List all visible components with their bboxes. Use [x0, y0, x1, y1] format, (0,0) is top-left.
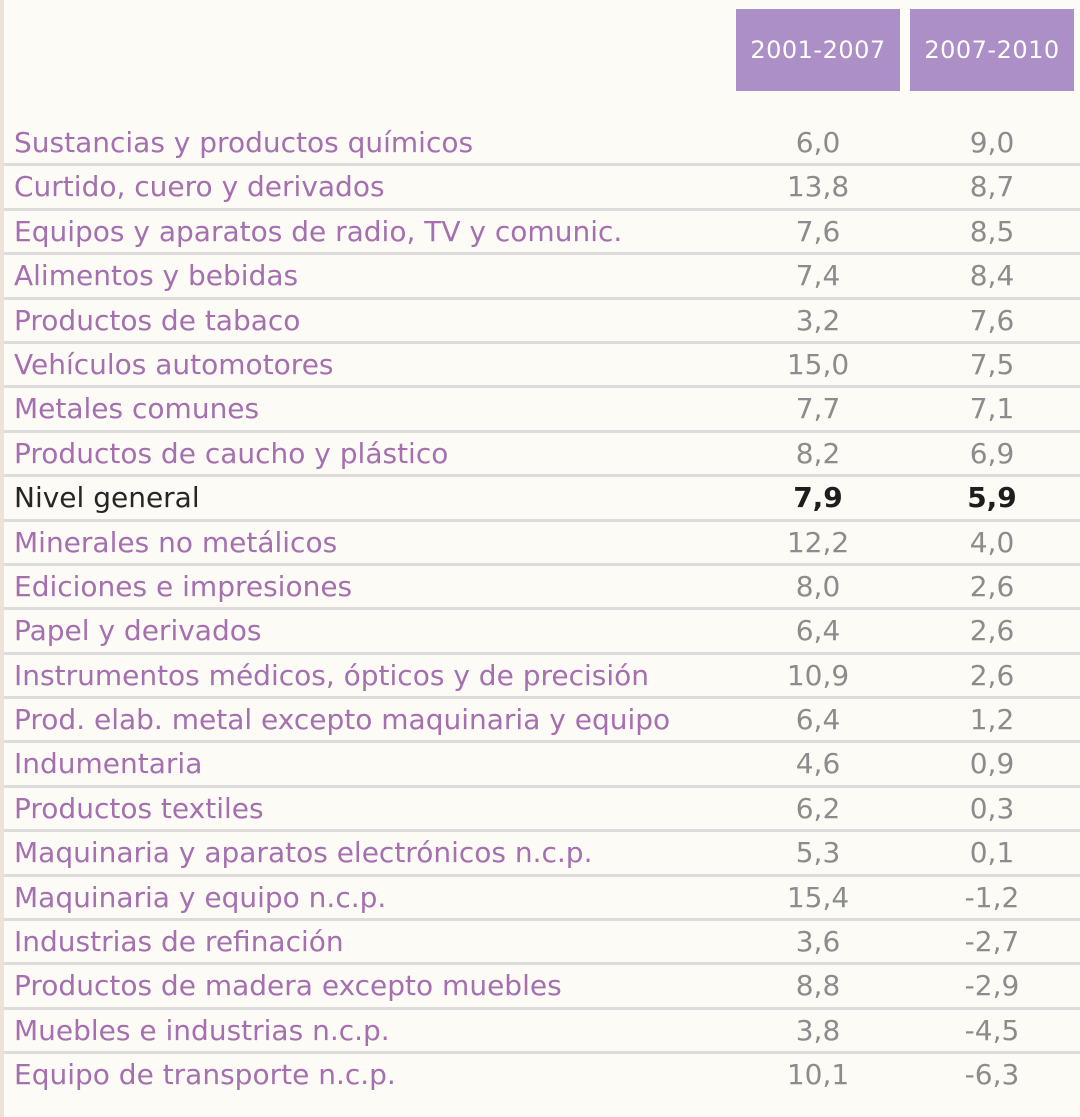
- value-2001-2007: 10,1: [786, 1058, 850, 1092]
- table-row-highlight: Nivel general 7,9 5,9: [4, 477, 1080, 522]
- row-label: Instrumentos médicos, ópticos y de preci…: [14, 658, 650, 692]
- table-row: Ediciones e impresiones 8,0 2,6: [4, 566, 1080, 611]
- table-row: Sustancias y productos químicos 6,0 9,0: [4, 122, 1080, 167]
- row-label: Curtido, cuero y derivados: [14, 170, 385, 204]
- row-label: Papel y derivados: [14, 614, 262, 648]
- value-2007-2010: -6,3: [964, 1058, 1020, 1092]
- value-2007-2010: 7,6: [969, 303, 1015, 337]
- column-header-2007-2010: 2007-2010: [910, 9, 1074, 91]
- value-2007-2010: 6,9: [969, 436, 1015, 470]
- value-2001-2007: 7,9: [793, 481, 843, 515]
- value-2007-2010: 0,3: [969, 791, 1015, 825]
- value-2007-2010: -1,2: [964, 880, 1020, 914]
- table-row: Vehículos automotores 15,0 7,5: [4, 344, 1080, 389]
- value-2001-2007: 10,9: [786, 658, 850, 692]
- row-label: Maquinaria y equipo n.c.p.: [14, 880, 387, 914]
- row-label: Nivel general: [14, 481, 200, 515]
- value-2001-2007: 4,6: [795, 747, 841, 781]
- value-2001-2007: 3,2: [795, 303, 841, 337]
- value-2001-2007: 15,4: [786, 880, 850, 914]
- value-2007-2010: -2,9: [964, 969, 1020, 1003]
- value-2007-2010: 7,1: [969, 392, 1015, 426]
- value-2007-2010: 5,9: [967, 481, 1017, 515]
- table-row: Instrumentos médicos, ópticos y de preci…: [4, 655, 1080, 700]
- value-2007-2010: 0,1: [969, 836, 1015, 870]
- value-2001-2007: 7,4: [795, 259, 841, 293]
- table-row: Productos de caucho y plástico 8,2 6,9: [4, 433, 1080, 478]
- value-2007-2010: 2,6: [969, 614, 1015, 648]
- row-label: Productos de caucho y plástico: [14, 436, 449, 470]
- row-label: Alimentos y bebidas: [14, 259, 299, 293]
- value-2007-2010: 1,2: [969, 703, 1015, 737]
- value-2001-2007: 5,3: [795, 836, 841, 870]
- table-row: Productos de madera excepto muebles 8,8 -2…: [4, 965, 1080, 1010]
- row-label: Muebles e industrias n.c.p.: [14, 1013, 390, 1047]
- value-2001-2007: 7,6: [795, 214, 841, 248]
- value-2007-2010: 7,5: [969, 347, 1015, 381]
- table-row: Equipos y aparatos de radio, TV y comuni…: [4, 211, 1080, 256]
- value-2007-2010: -2,7: [964, 925, 1020, 959]
- table-row: Minerales no metálicos 12,2 4,0: [4, 522, 1080, 566]
- row-label: Vehículos automotores: [14, 347, 334, 381]
- value-2007-2010: 8,5: [969, 214, 1015, 248]
- table-row: Equipo de transporte n.c.p. 10,1 -6,3: [4, 1054, 1080, 1098]
- table-row: Curtido, cuero y derivados 13,8 8,7: [4, 166, 1080, 211]
- value-2001-2007: 6,4: [795, 703, 841, 737]
- row-label: Industrias de refinación: [14, 925, 344, 959]
- row-label: Productos de madera excepto muebles: [14, 969, 562, 1003]
- value-2007-2010: 0,9: [969, 747, 1015, 781]
- left-border: [0, 0, 4, 1117]
- value-2001-2007: 7,7: [795, 392, 841, 426]
- value-2001-2007: 6,2: [795, 791, 841, 825]
- value-2001-2007: 8,2: [795, 436, 841, 470]
- table-row: Maquinaria y equipo n.c.p. 15,4 -1,2: [4, 877, 1080, 922]
- row-label: Equipo de transporte n.c.p.: [14, 1058, 396, 1092]
- value-2007-2010: -4,5: [964, 1013, 1020, 1047]
- value-2001-2007: 12,2: [786, 525, 850, 559]
- value-2001-2007: 8,0: [795, 569, 841, 603]
- row-label: Equipos y aparatos de radio, TV y comuni…: [14, 214, 623, 248]
- value-2007-2010: 2,6: [969, 658, 1015, 692]
- table-row: Productos textiles 6,2 0,3: [4, 788, 1080, 833]
- value-2001-2007: 13,8: [786, 170, 850, 204]
- row-label: Sustancias y productos químicos: [14, 126, 474, 159]
- value-2001-2007: 8,8: [795, 969, 841, 1003]
- table-row: Productos de tabaco 3,2 7,6: [4, 300, 1080, 344]
- value-2007-2010: 9,0: [969, 126, 1015, 159]
- table-row: Prod. elab. metal excepto maquinaria y e…: [4, 699, 1080, 744]
- value-2001-2007: 6,0: [795, 126, 841, 159]
- row-label: Ediciones e impresiones: [14, 569, 353, 603]
- row-label: Indumentaria: [14, 747, 203, 781]
- table-row: Industrias de refinación 3,6 -2,7: [4, 921, 1080, 966]
- row-label: Prod. elab. metal excepto maquinaria y e…: [14, 703, 671, 737]
- row-label: Minerales no metálicos: [14, 525, 338, 559]
- value-2001-2007: 15,0: [786, 347, 850, 381]
- table-row: Indumentaria 4,6 0,9: [4, 743, 1080, 788]
- row-label: Productos textiles: [14, 791, 264, 825]
- value-2007-2010: 2,6: [969, 569, 1015, 603]
- table-row: Metales comunes 7,7 7,1: [4, 388, 1080, 433]
- value-2001-2007: 3,8: [795, 1013, 841, 1047]
- value-2007-2010: 4,0: [969, 525, 1015, 559]
- value-2007-2010: 8,7: [969, 170, 1015, 204]
- data-table: Sustancias y productos químicos 6,0 9,0 Cur…: [4, 122, 1080, 1099]
- row-label: Maquinaria y aparatos electrónicos n.c.p…: [14, 836, 593, 870]
- value-2007-2010: 8,4: [969, 259, 1015, 293]
- row-label: Metales comunes: [14, 392, 260, 426]
- value-2001-2007: 3,6: [795, 925, 841, 959]
- value-2001-2007: 6,4: [795, 614, 841, 648]
- table-row: Maquinaria y aparatos electrónicos n.c.p…: [4, 832, 1080, 877]
- table-row: Alimentos y bebidas 7,4 8,4: [4, 255, 1080, 300]
- row-label: Productos de tabaco: [14, 303, 301, 337]
- table-row: Muebles e industrias n.c.p. 3,8 -4,5: [4, 1010, 1080, 1055]
- table-row: Papel y derivados 6,4 2,6: [4, 610, 1080, 655]
- column-header-2001-2007: 2001-2007: [736, 9, 900, 91]
